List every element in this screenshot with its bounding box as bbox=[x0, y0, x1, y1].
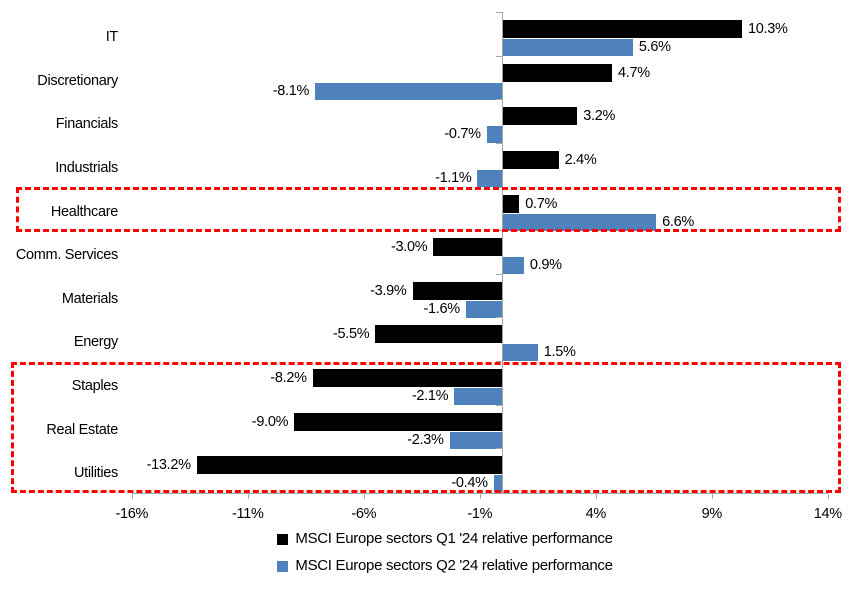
category-label-discretionary: Discretionary bbox=[37, 72, 118, 89]
value-label-discretionary-s2: -8.1% bbox=[272, 82, 310, 99]
y-axis-line bbox=[502, 12, 503, 493]
value-label-materials-s1: -3.9% bbox=[370, 282, 407, 299]
value-label-energy-s1: -5.5% bbox=[333, 326, 370, 343]
chart-legend: MSCI Europe sectors Q1 '24 relative perf… bbox=[19, 531, 852, 574]
value-label-financials-s1: 3.2% bbox=[583, 108, 616, 125]
bar-staples-s2 bbox=[454, 388, 503, 406]
y-axis-tick bbox=[496, 55, 502, 57]
category-label-staples: Staples bbox=[71, 378, 119, 395]
value-label-healthcare-s1: 0.7% bbox=[525, 195, 558, 212]
bar-it-s1 bbox=[503, 20, 742, 38]
value-label-it-s2: 5.6% bbox=[638, 39, 671, 55]
bar-comm-services-s1 bbox=[433, 238, 503, 257]
x-axis-tick bbox=[595, 494, 597, 499]
legend-label-s2: MSCI Europe sectors Q2 '24 relative perf… bbox=[295, 557, 613, 574]
value-label-utilities-s1: -13.2% bbox=[146, 457, 191, 474]
x-axis-tick bbox=[363, 494, 365, 499]
value-label-it-s1: 10.3% bbox=[747, 21, 788, 37]
value-label-materials-s2: -1.6% bbox=[423, 300, 460, 317]
category-label-real-estate: Real Estate bbox=[46, 421, 118, 438]
bar-real-estate-s1 bbox=[294, 412, 503, 431]
category-label-it: IT bbox=[105, 29, 119, 45]
category-label-industrials: Industrials bbox=[55, 159, 118, 176]
x-axis-tick-label: -6% bbox=[351, 506, 377, 522]
x-axis-tick-label: -1% bbox=[467, 506, 493, 522]
x-axis-tick bbox=[131, 494, 133, 499]
value-label-industrials-s2: -1.1% bbox=[435, 169, 472, 186]
legend-label-s1: MSCI Europe sectors Q1 '24 relative perf… bbox=[295, 530, 613, 547]
highlight-healthcare-box bbox=[16, 187, 841, 232]
bar-materials-s1 bbox=[412, 281, 503, 300]
bar-industrials-s2 bbox=[477, 169, 503, 187]
x-axis-line bbox=[131, 493, 828, 494]
bar-discretionary-s2 bbox=[315, 82, 503, 100]
category-label-utilities: Utilities bbox=[73, 465, 118, 482]
legend-item-s1: MSCI Europe sectors Q1 '24 relative perf… bbox=[277, 530, 613, 547]
value-label-industrials-s1: 2.4% bbox=[564, 151, 597, 168]
x-axis-tick bbox=[711, 494, 713, 499]
value-label-staples-s1: -8.2% bbox=[270, 370, 307, 387]
value-label-financials-s2: -0.7% bbox=[444, 126, 481, 143]
value-label-real-estate-s2: -2.3% bbox=[407, 431, 444, 448]
x-axis-tick-label: -11% bbox=[232, 506, 264, 522]
category-label-comm-services: Comm. Services bbox=[15, 247, 118, 264]
bar-discretionary-s1 bbox=[503, 63, 613, 82]
value-label-utilities-s2: -0.4% bbox=[451, 475, 488, 492]
x-axis-tick-label: 9% bbox=[701, 506, 723, 522]
value-label-comm-services-s1: -3.0% bbox=[391, 239, 428, 256]
y-axis-tick bbox=[496, 12, 502, 13]
y-axis-tick bbox=[496, 230, 502, 232]
bar-energy-s2 bbox=[503, 344, 538, 362]
legend-item-s2: MSCI Europe sectors Q2 '24 relative perf… bbox=[277, 557, 613, 574]
y-axis-tick bbox=[496, 448, 502, 450]
legend-swatch-icon-s1 bbox=[277, 533, 289, 545]
category-label-energy: Energy bbox=[73, 334, 118, 351]
bar-staples-s1 bbox=[312, 369, 503, 388]
y-axis-tick bbox=[496, 142, 502, 144]
x-axis-tick-label: 14% bbox=[813, 506, 842, 522]
bar-healthcare-s2 bbox=[503, 213, 657, 231]
bar-it-s2 bbox=[503, 39, 633, 56]
value-label-healthcare-s2: 6.6% bbox=[662, 213, 694, 230]
y-axis-tick bbox=[496, 404, 502, 406]
value-label-energy-s2: 1.5% bbox=[543, 344, 576, 361]
value-label-discretionary-s1: 4.7% bbox=[618, 64, 650, 81]
y-axis-tick bbox=[496, 361, 502, 363]
y-axis-tick bbox=[496, 317, 502, 319]
x-axis-tick bbox=[827, 494, 829, 499]
bar-healthcare-s1 bbox=[503, 194, 520, 213]
bar-utilities-s1 bbox=[196, 456, 503, 475]
y-axis-tick bbox=[496, 186, 502, 188]
x-axis-tick-label: 4% bbox=[585, 506, 607, 522]
bar-real-estate-s2 bbox=[449, 431, 503, 449]
y-axis-tick bbox=[496, 273, 502, 275]
category-label-materials: Materials bbox=[61, 290, 118, 307]
bar-financials-s1 bbox=[503, 107, 578, 126]
value-label-staples-s2: -2.1% bbox=[411, 388, 449, 405]
bar-industrials-s1 bbox=[503, 150, 559, 169]
category-label-healthcare: Healthcare bbox=[50, 203, 118, 220]
x-axis-tick bbox=[479, 494, 481, 499]
bar-financials-s2 bbox=[486, 126, 503, 144]
x-axis-tick bbox=[247, 494, 249, 499]
category-label-financials: Financials bbox=[55, 116, 119, 133]
value-label-comm-services-s2: 0.9% bbox=[529, 257, 562, 274]
legend-swatch-icon-s2 bbox=[277, 560, 289, 572]
bar-utilities-s2 bbox=[493, 475, 503, 493]
x-axis-tick-label: -16% bbox=[115, 506, 149, 522]
bar-comm-services-s2 bbox=[503, 257, 524, 275]
bar-energy-s1 bbox=[375, 325, 503, 344]
y-axis-tick bbox=[496, 99, 502, 101]
bar-materials-s2 bbox=[465, 300, 503, 318]
value-label-real-estate-s1: -9.0% bbox=[251, 413, 289, 430]
